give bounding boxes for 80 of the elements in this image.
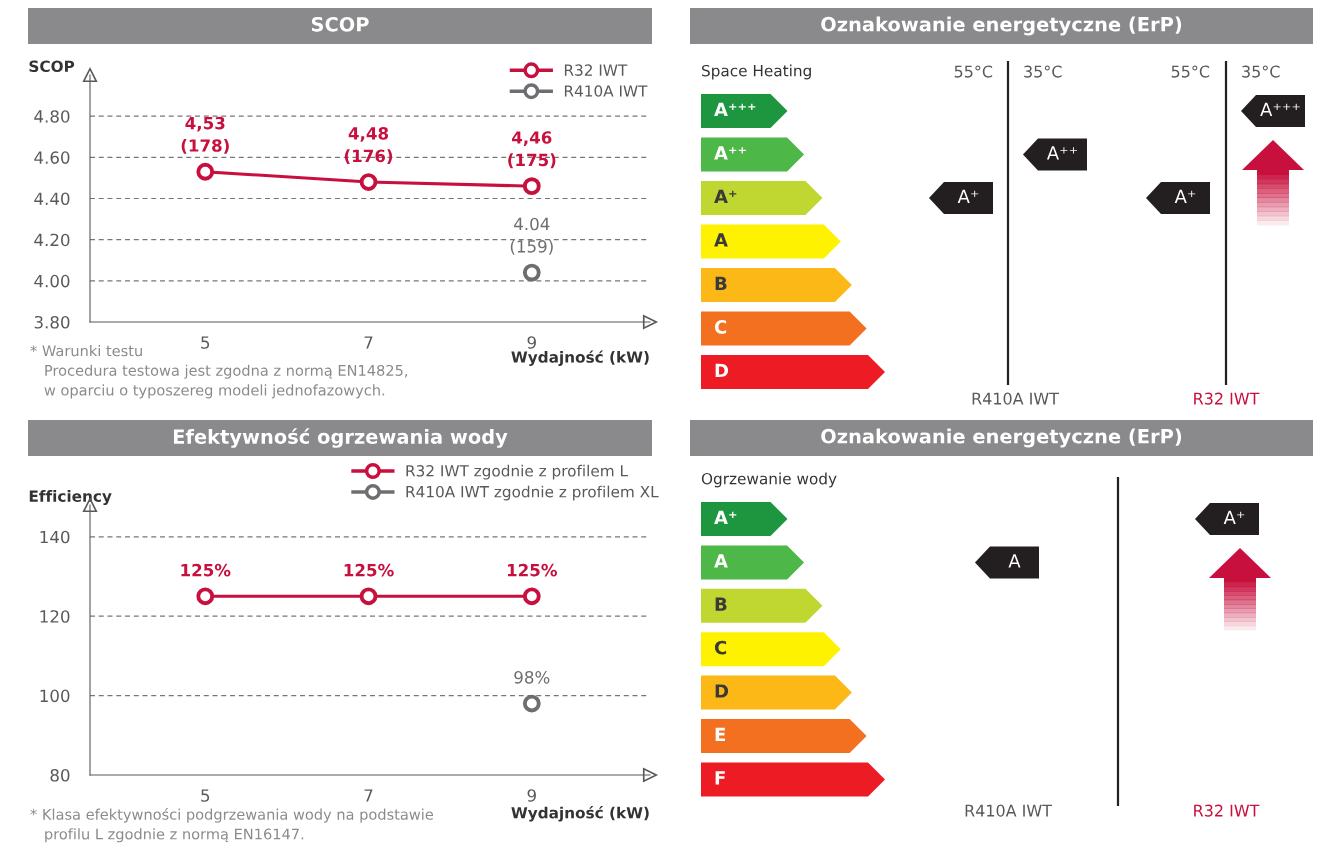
- bar: [701, 311, 867, 346]
- data-label: 125%: [507, 563, 558, 577]
- data-label: 125%: [181, 563, 231, 577]
- bar: [701, 355, 885, 389]
- bar: [701, 181, 823, 215]
- text: A⁺⁺⁺: [1260, 102, 1300, 116]
- y-tick-label: A⁺⁺⁺: [714, 102, 756, 116]
- bar: [701, 762, 885, 797]
- y-tick-label: 4.80: [34, 110, 70, 123]
- text: R32 IWT: [1194, 804, 1260, 817]
- y-tick-label: A⁺: [714, 189, 737, 203]
- legend-label: R32 IWT: [564, 64, 628, 76]
- x-tick-label: 7: [364, 789, 373, 802]
- y-tick-label: B: [715, 276, 727, 290]
- data-label: 4,53 (178): [181, 116, 229, 154]
- y-tick-label: A: [714, 233, 728, 247]
- y-tick-label: 4.00: [34, 274, 70, 288]
- y-tick-label: B: [715, 597, 727, 611]
- chart-title: SCOP: [311, 16, 369, 32]
- data-label: 4.04 (159): [510, 217, 553, 255]
- y-tick-label: D: [715, 363, 729, 377]
- y-tick-label: F: [715, 771, 725, 785]
- text: Oznakowanie energetyczne (ErP): [821, 16, 1182, 36]
- x-tick-label: 5: [201, 789, 210, 802]
- y-tick-label: E: [715, 727, 726, 741]
- chart-subtitle: Space Heating: [702, 64, 811, 80]
- x-axis-title: Wydajność (kW): [511, 350, 649, 366]
- x-tick-label: 9: [527, 336, 536, 349]
- point: [359, 173, 378, 191]
- chart-title: Efektywność ogrzewania wody: [173, 428, 508, 448]
- x-tick-label: 9: [527, 789, 536, 802]
- y-tick-label: 100: [40, 689, 70, 703]
- text: Oznakowanie energetyczne (ErP): [821, 428, 1182, 448]
- data-label: 98%: [514, 671, 550, 684]
- legend-label: R410A IWT zgodnie z profilem XL: [406, 485, 659, 501]
- y-tick-label: A⁺⁺: [714, 146, 746, 160]
- text: 35°C: [1024, 65, 1062, 78]
- y-tick-label: 80: [50, 768, 70, 782]
- text: R410A IWT: [965, 804, 1052, 817]
- x-axis-title: Wydajność (kW): [511, 806, 649, 822]
- y-tick-label: 140: [40, 530, 70, 544]
- y-axis-title: Efficiency: [29, 490, 112, 505]
- bar: [701, 675, 852, 710]
- bar: [701, 224, 841, 259]
- chart-subtitle: Ogrzewanie wody: [701, 472, 837, 488]
- text: * Klasa efektywności podgrzewania wody na podstawie profilu L zgodnie z normą EN16147.: [30, 808, 434, 843]
- text: 35°C: [1242, 65, 1280, 78]
- y-axis-title: SCOP: [29, 60, 75, 73]
- point: [196, 162, 215, 181]
- bar: [701, 588, 823, 623]
- data-label: 125%: [344, 563, 394, 577]
- y-tick-label: C: [714, 320, 727, 334]
- y-tick-label: A⁺: [714, 510, 737, 524]
- point: [522, 263, 541, 282]
- y-tick-label: A: [714, 554, 728, 568]
- y-tick-label: 3.80: [34, 315, 70, 329]
- text: A⁺: [957, 189, 979, 203]
- legend-label: R410A IWT: [564, 85, 648, 97]
- y-tick-label: 120: [40, 610, 70, 623]
- bar: [701, 719, 867, 753]
- text: R410A IWT: [972, 392, 1059, 405]
- y-tick-label: D: [715, 684, 729, 698]
- text: A: [1008, 554, 1021, 568]
- y-tick-label: C: [714, 640, 727, 655]
- y-tick-label: 4.40: [34, 192, 70, 206]
- text: A⁺: [1223, 510, 1245, 524]
- legend-label: R32 IWT zgodnie z profilem L: [406, 464, 628, 480]
- y-tick-label: 4.60: [34, 151, 70, 164]
- bar: [701, 632, 841, 667]
- text: 55°C: [954, 65, 993, 78]
- data-label: 4,48 (176): [344, 127, 393, 165]
- text: A⁺⁺: [1046, 146, 1077, 160]
- x-tick-label: 7: [364, 336, 373, 349]
- bar: [701, 268, 852, 302]
- y-tick-label: 4.20: [34, 233, 70, 247]
- data-label: 4,46 (175): [508, 131, 556, 169]
- point: [522, 177, 541, 196]
- text: A⁺: [1174, 189, 1196, 203]
- text: R32 IWT: [1194, 392, 1260, 405]
- text: 55°C: [1171, 65, 1210, 78]
